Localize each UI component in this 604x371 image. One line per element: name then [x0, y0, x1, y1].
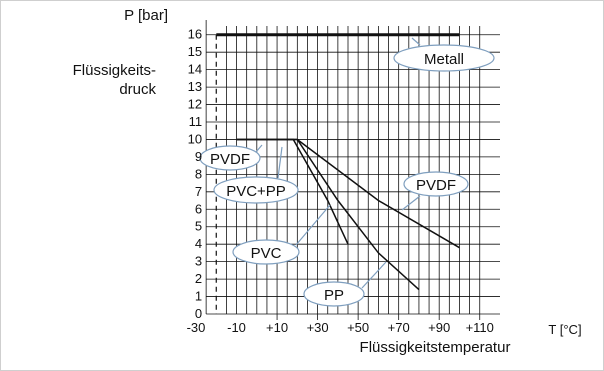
- series-line-pvc: [236, 138, 349, 245]
- callout-leader: [361, 261, 387, 289]
- y-tick-label: 12: [188, 97, 202, 112]
- y-tick-label: 7: [195, 184, 202, 199]
- x-tick-label: -10: [227, 320, 246, 335]
- x-tick-label: +10: [266, 320, 288, 335]
- series-label: Metall: [424, 51, 464, 68]
- y-tick-label: 0: [195, 306, 202, 321]
- y-tick-label: 4: [195, 236, 202, 251]
- y-tick-label: 6: [195, 201, 202, 216]
- series-lines: [216, 33, 460, 291]
- x-tick-label: +30: [307, 320, 329, 335]
- callout-bubble: [232, 239, 300, 265]
- callout-leader: [411, 37, 421, 46]
- y-tick-label: 15: [188, 44, 202, 59]
- x-tick-label: +70: [388, 320, 410, 335]
- y-tick-label: 16: [188, 27, 202, 42]
- callout-bubble: [303, 281, 365, 307]
- y-tick-label: 1: [195, 289, 202, 304]
- y-tick-label: 5: [195, 219, 202, 234]
- series-label: PVC+PP: [226, 183, 286, 200]
- series-label: PVDF: [416, 177, 456, 194]
- y-tick-label: 9: [195, 149, 202, 164]
- callout-bubble: [393, 44, 495, 72]
- callout-leader: [295, 204, 331, 246]
- callouts: Metall PVDF PVC+PP PVC PP PVDF: [199, 37, 495, 307]
- series-label: PVDF: [210, 151, 250, 168]
- callout-leader: [277, 146, 283, 179]
- x-unit-label: T [°C]: [548, 322, 581, 337]
- y-unit-label: P [bar]: [124, 7, 168, 24]
- callout-leader: [401, 195, 421, 211]
- callout-bubble: [403, 171, 469, 197]
- y-tick-label: 10: [188, 131, 202, 146]
- x-tick-label: -30: [187, 320, 206, 335]
- y-axis-label-line1: Flüssigkeits-: [73, 62, 156, 79]
- y-tick-label: 14: [188, 62, 202, 77]
- series-label: PVC: [251, 245, 282, 262]
- x-tick-label: +90: [428, 320, 450, 335]
- x-tick-label: +50: [347, 320, 369, 335]
- y-tick-label: 2: [195, 271, 202, 286]
- x-axis-label: Flüssigkeitstemperatur: [360, 339, 511, 356]
- x-tick-label: +110: [466, 320, 494, 335]
- callout-bubble: [213, 176, 299, 204]
- series-label: PP: [324, 287, 344, 304]
- y-tick-label: 11: [189, 114, 203, 129]
- callout-bubble: [199, 145, 261, 171]
- y-tick-label: 13: [188, 79, 202, 94]
- y-tick-label: 3: [195, 254, 202, 269]
- y-tick-label: 8: [195, 166, 202, 181]
- y-axis-label-line2: druck: [119, 81, 156, 98]
- callout-leader: [255, 144, 263, 153]
